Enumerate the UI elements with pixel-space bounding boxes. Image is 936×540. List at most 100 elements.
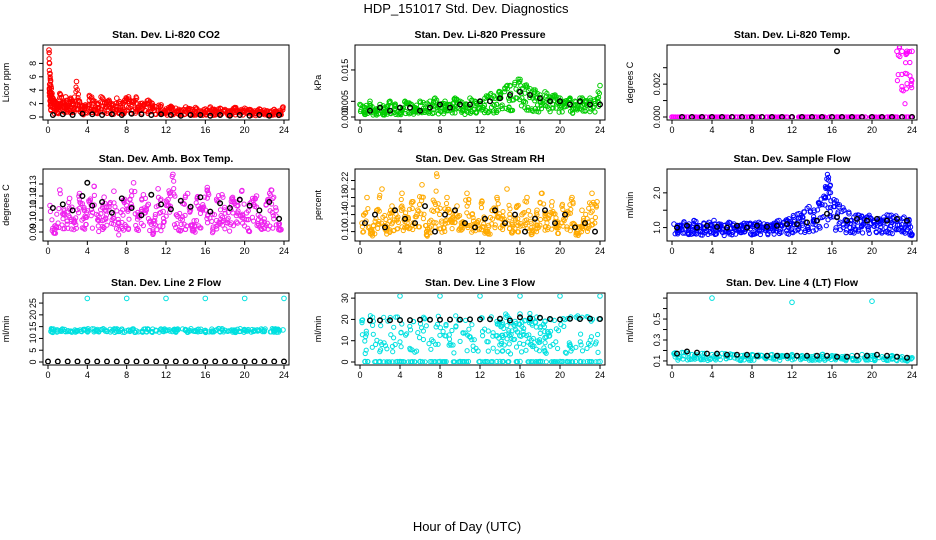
data-point <box>492 207 499 214</box>
y-tick-label: 15 <box>28 322 38 332</box>
x-tick-label: 20 <box>555 370 565 380</box>
data-point <box>397 294 403 299</box>
data-point <box>834 214 841 221</box>
data-point <box>687 356 693 363</box>
data-point <box>756 114 763 119</box>
data-point <box>524 332 530 339</box>
data-point <box>526 107 532 113</box>
data-point <box>173 328 179 334</box>
x-tick-label: 0 <box>669 246 674 256</box>
x-tick-label: 24 <box>907 246 917 256</box>
data-point <box>96 214 102 221</box>
data-point <box>894 215 901 222</box>
data-point <box>281 295 287 302</box>
data-point <box>403 110 409 117</box>
data-point <box>84 328 91 335</box>
y-axis-label: ml/min <box>625 316 635 343</box>
data-point <box>357 101 363 108</box>
panel-6: Stan. Dev. Sample Flow ml/min 0 4 8 12 16 20 24 1… <box>625 153 918 256</box>
data-point <box>538 106 545 112</box>
data-point <box>227 222 234 228</box>
data-point <box>686 355 692 361</box>
data-point <box>62 94 69 100</box>
y-tick-label: 6 <box>28 74 38 79</box>
data-point <box>94 100 100 107</box>
data-point <box>589 208 595 214</box>
data-point <box>521 325 527 332</box>
data-point <box>428 346 434 352</box>
data-point <box>859 114 865 119</box>
data-point <box>234 210 240 216</box>
data-point <box>487 316 494 323</box>
data-point <box>121 227 127 233</box>
data-point <box>222 327 228 334</box>
data-point <box>403 210 409 216</box>
data-point <box>400 206 406 212</box>
data-point <box>909 48 915 55</box>
data-point <box>467 95 473 101</box>
data-point <box>512 79 518 86</box>
data-point <box>839 114 845 119</box>
data-point <box>554 220 560 226</box>
data-point <box>823 223 829 229</box>
data-point <box>536 348 543 354</box>
data-point <box>196 223 202 229</box>
data-point <box>204 220 211 226</box>
data-point <box>522 82 528 89</box>
x-tick-label: 8 <box>749 246 754 256</box>
data-point <box>865 227 872 233</box>
data-point <box>369 228 375 235</box>
data-point <box>819 202 825 208</box>
data-point <box>451 208 457 214</box>
data-point <box>586 205 592 211</box>
data-point <box>448 342 454 348</box>
data-point <box>836 203 842 210</box>
data-point <box>111 215 117 221</box>
data-point <box>485 328 491 334</box>
data-point <box>440 225 447 231</box>
series-avg <box>49 179 283 222</box>
data-point <box>457 101 464 108</box>
data-point <box>251 108 258 114</box>
data-point <box>64 358 71 364</box>
data-point <box>417 202 423 208</box>
x-tick-label: 8 <box>124 246 129 256</box>
data-point <box>497 89 503 95</box>
data-point <box>68 218 74 224</box>
data-point <box>729 114 735 119</box>
data-point <box>886 212 892 219</box>
data-point <box>811 207 817 213</box>
y-axis-label: ml/min <box>313 316 323 343</box>
data-point <box>393 314 399 320</box>
data-point <box>217 200 224 207</box>
data-point <box>370 331 376 337</box>
data-point <box>197 111 204 118</box>
data-point <box>759 114 765 119</box>
data-point <box>507 211 513 217</box>
data-point <box>222 210 228 216</box>
data-point <box>171 178 177 184</box>
data-point <box>64 104 71 110</box>
data-point <box>705 357 711 363</box>
data-point <box>96 228 102 235</box>
y-tick-label: 20 <box>340 314 350 324</box>
data-point <box>158 102 164 108</box>
data-point <box>241 201 247 207</box>
data-point <box>219 192 225 198</box>
data-point <box>884 217 891 224</box>
data-point <box>530 95 536 101</box>
data-point <box>457 98 463 105</box>
data-point <box>709 114 715 119</box>
data-point <box>259 226 265 232</box>
y-tick-label: 0.13 <box>28 175 38 193</box>
data-point <box>499 216 505 222</box>
data-point <box>82 226 88 232</box>
data-point <box>894 48 900 55</box>
data-point <box>555 219 561 225</box>
data-point <box>473 345 479 351</box>
x-tick-label: 24 <box>595 370 605 380</box>
data-point <box>547 333 553 339</box>
plot-area <box>45 295 287 364</box>
panel-title: Stan. Dev. Li-820 Pressure <box>414 29 545 41</box>
data-point <box>273 207 279 214</box>
